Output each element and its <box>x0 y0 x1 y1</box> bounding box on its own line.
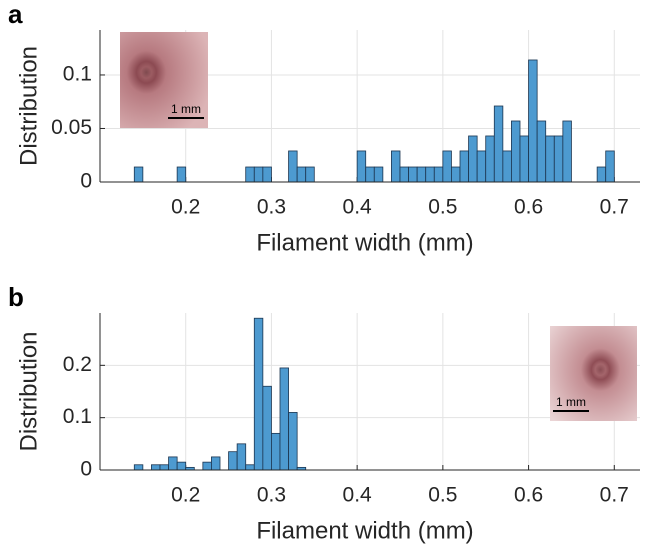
y-tick-label: 0 <box>80 170 92 193</box>
x-tick-label: 0.5 <box>428 196 457 219</box>
bar <box>176 166 187 183</box>
bar <box>262 385 272 471</box>
bar <box>391 150 401 183</box>
bar <box>399 166 409 183</box>
x-axis-label: Filament width (mm) <box>256 517 473 544</box>
bar <box>262 166 272 183</box>
x-axis-label: Filament width (mm) <box>256 229 473 256</box>
bar <box>253 166 264 183</box>
bar <box>416 166 427 183</box>
bar <box>245 166 255 183</box>
x-tick-label: 0.4 <box>343 484 373 507</box>
bar <box>605 150 615 183</box>
bar <box>433 166 444 183</box>
bar <box>159 464 169 471</box>
x-tick-label: 0.7 <box>600 196 629 219</box>
bar <box>288 412 298 471</box>
panel: 0.2 0.3 0.4 0.5 0.6 0.7 0 0.05 0.1 Filament width… <box>8 0 640 256</box>
bar <box>228 451 238 471</box>
y-axis-label: Distribution <box>15 331 42 451</box>
bar <box>176 461 187 471</box>
bar <box>502 150 512 183</box>
scale-bar-label: 1 mm <box>556 395 586 409</box>
x-tick-label: 0.2 <box>171 484 200 507</box>
bar <box>459 150 469 183</box>
bar <box>519 135 529 183</box>
bar <box>133 464 144 471</box>
bar <box>493 105 504 183</box>
x-tick-label: 0.7 <box>600 484 629 507</box>
panel-label: b <box>8 282 24 312</box>
bar <box>373 166 384 183</box>
bar <box>288 150 298 183</box>
bar <box>408 166 418 183</box>
bar <box>545 135 555 183</box>
y-tick-label: 0.1 <box>63 405 92 428</box>
bar <box>442 150 452 183</box>
bar <box>211 456 221 471</box>
bar <box>511 120 521 183</box>
y-axis-label: Distribution <box>15 46 42 166</box>
bar <box>296 166 307 183</box>
scale-bar-label: 1 mm <box>171 102 201 116</box>
bar <box>553 135 564 183</box>
y-tick-label: 0.05 <box>51 116 92 139</box>
bar <box>271 432 281 471</box>
bar <box>168 456 178 471</box>
bar <box>305 166 315 183</box>
bar <box>236 443 247 471</box>
x-tick-label: 0.3 <box>257 484 286 507</box>
x-tick-label: 0.4 <box>343 196 373 219</box>
bar <box>536 120 547 183</box>
inset-image <box>550 326 637 421</box>
bar <box>528 59 538 183</box>
x-tick-label: 0.2 <box>171 196 200 219</box>
inset-image <box>120 32 208 128</box>
bar <box>151 464 161 471</box>
x-tick-label: 0.5 <box>428 484 457 507</box>
bar <box>485 135 495 183</box>
bar <box>468 135 478 183</box>
bar <box>596 166 607 183</box>
y-tick-label: 0 <box>80 458 92 481</box>
panel: 0.2 0.3 0.4 0.5 0.6 0.7 0 0.1 0.2 Filament width … <box>8 282 640 544</box>
bar <box>245 464 255 471</box>
bar <box>356 150 367 183</box>
bar <box>253 317 264 471</box>
x-tick-label: 0.3 <box>257 196 286 219</box>
y-tick-label: 0.2 <box>63 353 92 376</box>
bar <box>562 120 572 183</box>
y-tick-label: 0.1 <box>63 63 92 86</box>
bar <box>425 166 435 183</box>
bar <box>279 367 289 471</box>
bar <box>451 166 461 183</box>
bar <box>476 150 487 183</box>
panel-label: a <box>8 0 23 29</box>
bar <box>202 461 212 471</box>
bar <box>365 166 375 183</box>
x-tick-label: 0.6 <box>514 196 543 219</box>
x-tick-label: 0.6 <box>514 484 543 507</box>
bar <box>133 166 144 183</box>
